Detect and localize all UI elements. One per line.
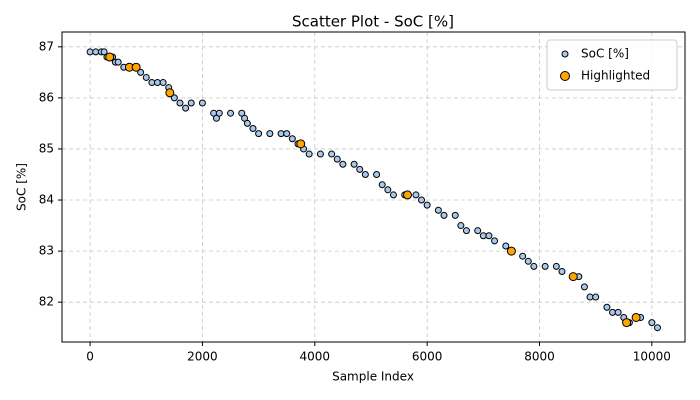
- point: [212, 114, 220, 122]
- point: [373, 170, 381, 178]
- point: [305, 150, 313, 158]
- y-tick-label: 82: [39, 295, 54, 309]
- point: [580, 283, 588, 291]
- point: [243, 119, 251, 127]
- point: [586, 293, 594, 301]
- point: [316, 150, 324, 158]
- x-tick-label: 4000: [300, 350, 331, 364]
- point: [502, 242, 510, 250]
- point: [423, 201, 431, 209]
- point: [100, 48, 108, 56]
- point: [622, 318, 632, 328]
- point: [92, 48, 100, 56]
- point: [648, 319, 656, 327]
- point: [165, 88, 175, 98]
- point: [296, 139, 306, 149]
- point: [506, 246, 516, 256]
- y-tick-label: 83: [39, 244, 54, 258]
- point: [154, 79, 162, 87]
- x-tick-label: 6000: [412, 350, 443, 364]
- point: [457, 222, 465, 230]
- point: [519, 252, 527, 260]
- point: [105, 52, 115, 62]
- point: [389, 191, 397, 199]
- point: [541, 262, 549, 270]
- x-axis-label: Sample Index: [332, 370, 414, 384]
- point: [288, 135, 296, 143]
- point: [159, 79, 167, 87]
- point: [631, 312, 641, 322]
- point: [182, 104, 190, 112]
- point: [361, 170, 369, 178]
- plot-frame: [61, 31, 686, 343]
- point: [255, 130, 263, 138]
- point: [378, 181, 386, 189]
- point: [462, 227, 470, 235]
- point: [558, 268, 566, 276]
- point: [434, 206, 442, 214]
- x-tick-label: 10000: [633, 350, 671, 364]
- point: [491, 237, 499, 245]
- point: [333, 155, 341, 163]
- point: [198, 99, 206, 107]
- point: [350, 160, 358, 168]
- point: [328, 150, 336, 158]
- point: [137, 68, 145, 76]
- legend-box: [546, 39, 678, 91]
- point: [479, 232, 487, 240]
- point: [485, 232, 493, 240]
- point: [187, 99, 195, 107]
- point: [609, 308, 617, 316]
- point: [277, 130, 285, 138]
- point: [339, 160, 347, 168]
- point: [215, 109, 223, 117]
- point: [653, 324, 661, 332]
- point: [86, 48, 94, 56]
- point: [241, 114, 249, 122]
- point: [614, 308, 622, 316]
- point: [283, 130, 291, 138]
- y-tick-label: 86: [39, 90, 54, 104]
- point: [524, 257, 532, 265]
- point: [249, 125, 257, 133]
- point: [227, 109, 235, 117]
- point: [148, 79, 156, 87]
- point: [568, 272, 578, 282]
- y-tick-label: 87: [39, 39, 54, 53]
- chart-title: Scatter Plot - SoC [%]: [292, 13, 454, 31]
- point: [603, 303, 611, 311]
- y-axis-label: SoC [%]: [15, 163, 29, 211]
- legend-marker: [561, 50, 569, 58]
- point: [356, 165, 364, 173]
- point: [170, 94, 178, 102]
- point: [412, 191, 420, 199]
- x-tick-label: 2000: [187, 350, 218, 364]
- point: [114, 58, 122, 66]
- x-tick-label: 8000: [524, 350, 555, 364]
- point: [142, 73, 150, 81]
- point: [402, 190, 412, 200]
- legend-label: SoC [%]: [581, 47, 629, 61]
- point: [418, 196, 426, 204]
- y-tick-label: 84: [39, 193, 54, 207]
- legend-label: Highlighted: [581, 69, 650, 83]
- y-tick-label: 85: [39, 141, 54, 155]
- point: [266, 130, 274, 138]
- point: [384, 186, 392, 194]
- point: [131, 62, 141, 72]
- x-tick-label: 0: [86, 350, 94, 364]
- point: [592, 293, 600, 301]
- point: [440, 211, 448, 219]
- point: [530, 262, 538, 270]
- point: [238, 109, 246, 117]
- legend-marker: [560, 71, 570, 81]
- point: [474, 227, 482, 235]
- point: [451, 211, 459, 219]
- point: [552, 262, 560, 270]
- point: [176, 99, 184, 107]
